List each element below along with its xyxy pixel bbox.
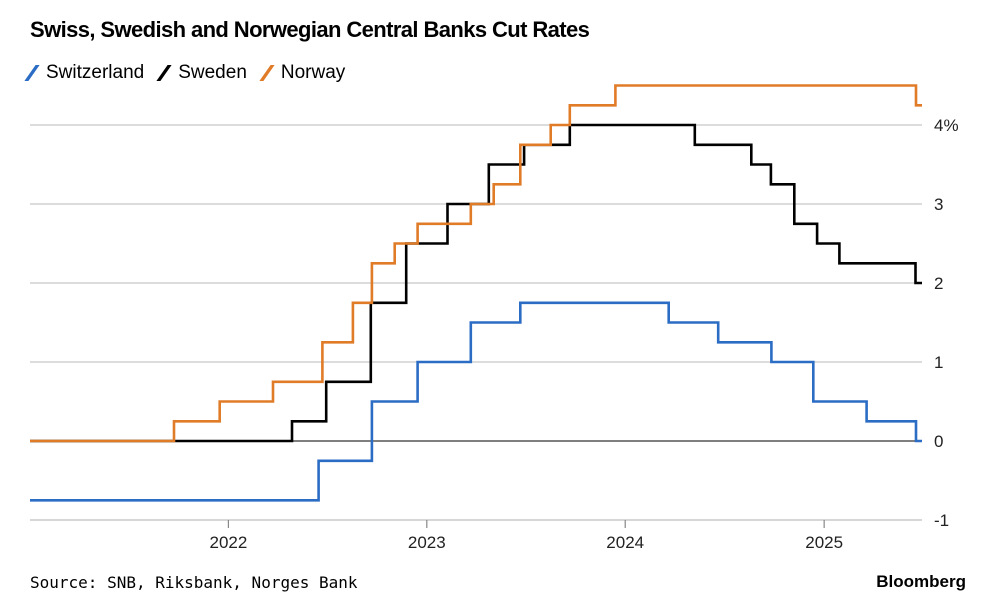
legend-item-sweden: Sweden (156, 62, 247, 84)
source-note: Source: SNB, Riksbank, Norges Bank (30, 573, 358, 592)
legend: Switzerland Sweden Norway (24, 62, 346, 84)
series-line-switzerland (30, 301, 922, 502)
legend-label-norway: Norway (280, 62, 346, 83)
x-tick-label: 2025 (805, 533, 843, 552)
brand-logo-text: Bloomberg (876, 572, 966, 591)
legend-label-sweden: Sweden (178, 62, 247, 83)
y-tick-labels: -1 0 1 2 3 4% (934, 116, 959, 530)
series-line-sweden (30, 123, 922, 443)
y-tick-label: -1 (934, 511, 949, 530)
y-tick-label: 2 (934, 274, 943, 293)
x-tick-labels: 2022 2023 2024 2025 (209, 520, 843, 552)
series-lines (30, 84, 922, 502)
x-tick-label: 2024 (606, 533, 644, 552)
legend-item-norway: Norway (259, 62, 346, 84)
chart-title: Swiss, Swedish and Norwegian Central Ban… (30, 17, 590, 42)
x-tick-label: 2023 (408, 533, 446, 552)
legend-label-switzerland: Switzerland (46, 62, 145, 83)
legend-swatch-norway (259, 65, 275, 81)
legend-swatch-sweden (156, 65, 172, 81)
y-tick-label: 3 (934, 195, 943, 214)
series-line-norway (30, 84, 922, 443)
legend-item-switzerland: Switzerland (24, 62, 145, 84)
y-tick-label: 0 (934, 432, 943, 451)
y-tick-label: 4% (934, 116, 959, 135)
x-tick-label: 2022 (209, 533, 247, 552)
y-tick-label: 1 (934, 353, 943, 372)
